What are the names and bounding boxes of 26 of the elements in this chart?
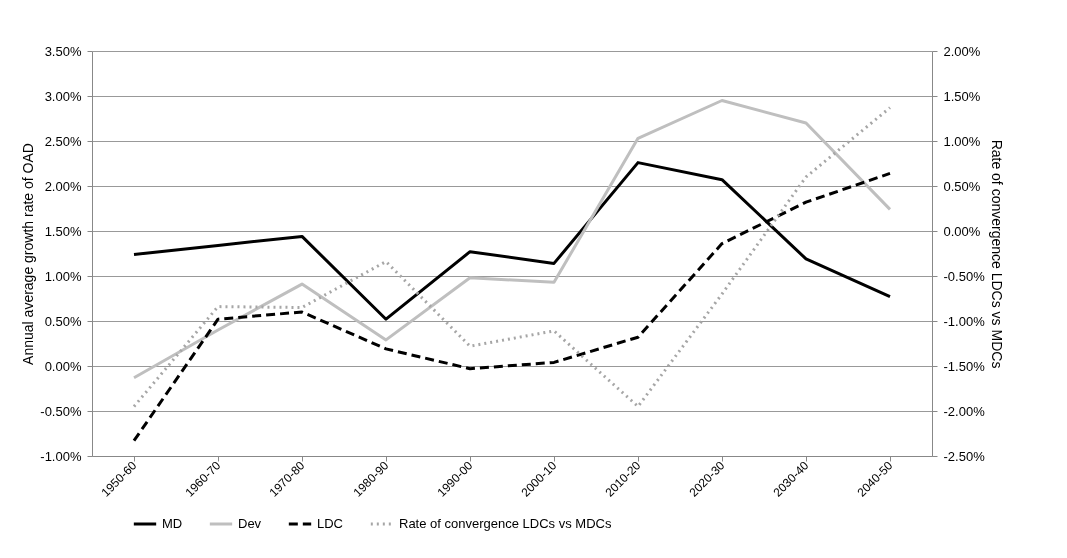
y2-tick-label: 0.00% (943, 223, 981, 239)
y-tick-label: -0.50% (40, 403, 82, 419)
y2-tick-label: 0.50% (943, 178, 981, 194)
y2-tick-label: -1.50% (943, 358, 986, 374)
legend-label: LDC (317, 516, 344, 531)
y-tick-label: 2.50% (44, 133, 82, 149)
y2-tick-label: 1.00% (943, 133, 981, 149)
y-tick-label: -1.00% (40, 448, 82, 464)
legend-label: Dev (238, 516, 262, 531)
legend-label: Rate of convergence LDCs vs MDCs (399, 516, 612, 531)
y2-axis-title: Rate of convergence LDCs vs MDCs (988, 139, 1005, 369)
y2-tick-label: -0.50% (943, 268, 986, 284)
y-tick-label: 2.00% (44, 178, 82, 194)
y-tick-label: 0.50% (44, 313, 82, 329)
y2-tick-label: 1.50% (943, 88, 981, 104)
y-tick-label: 1.00% (44, 268, 82, 284)
y2-tick-label: -1.00% (943, 313, 986, 329)
y-tick-label: 1.50% (44, 223, 82, 239)
y2-tick-label: -2.00% (943, 403, 986, 419)
y-axis-title: Annual average growth rate of OAD (20, 143, 37, 365)
y-tick-label: 3.00% (44, 88, 82, 104)
y-tick-label: 0.00% (44, 358, 82, 374)
y-tick-label: 3.50% (44, 43, 82, 59)
y2-tick-label: 2.00% (943, 43, 981, 59)
legend-label: MD (162, 516, 183, 531)
y2-tick-label: -2.50% (943, 448, 986, 464)
